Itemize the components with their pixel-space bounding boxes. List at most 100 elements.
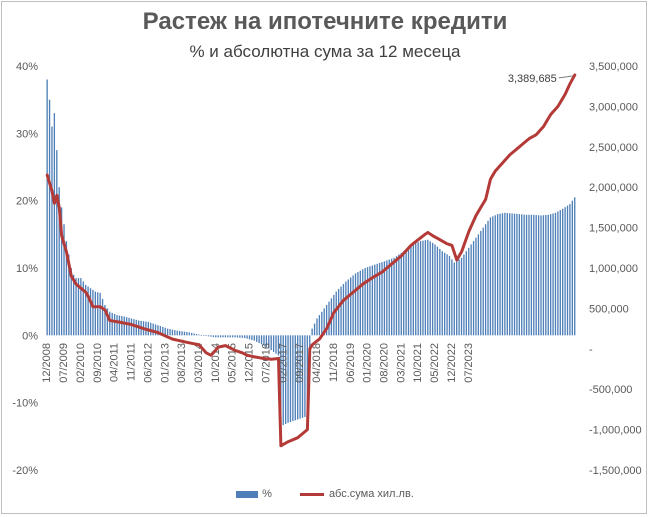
bar <box>328 301 330 336</box>
right-tick-label: 1,000,000 <box>589 263 638 275</box>
left-tick-label: -20% <box>12 465 38 477</box>
annotation: 3,389,685 <box>508 73 573 85</box>
legend-label-amount: абс.сума хил.лв. <box>328 488 414 500</box>
bar <box>337 289 340 336</box>
bar <box>106 308 109 336</box>
bar <box>513 213 516 336</box>
bar <box>263 335 265 346</box>
x-tick-label: 08/2020 <box>379 343 391 383</box>
bar <box>256 335 258 342</box>
legend-swatch-line <box>299 492 324 496</box>
bar <box>357 272 359 336</box>
bar <box>195 333 198 336</box>
right-tick-label: 3,000,000 <box>589 101 638 113</box>
bar <box>557 211 559 336</box>
bar <box>82 281 84 336</box>
bar <box>511 213 513 336</box>
bar <box>429 241 431 336</box>
x-tick-label: 12/2022 <box>446 343 458 383</box>
left-tick-label: 10% <box>16 263 38 275</box>
x-tick-label: 10/2021 <box>412 343 424 383</box>
bar <box>56 150 58 336</box>
bar <box>157 325 159 336</box>
bar <box>215 335 217 338</box>
bar <box>85 284 87 336</box>
bar <box>309 335 311 349</box>
x-tick-label: 09/2010 <box>92 343 104 383</box>
bar <box>325 305 328 336</box>
bar <box>523 214 525 336</box>
bar <box>347 279 349 336</box>
bar <box>415 243 417 336</box>
right-tick-label: -1,000,000 <box>589 425 642 437</box>
bar <box>128 317 130 336</box>
bar <box>335 291 337 336</box>
bar <box>275 335 277 354</box>
bar <box>287 335 289 423</box>
bar <box>222 335 224 338</box>
bar <box>154 324 157 336</box>
bar <box>207 335 210 337</box>
bar <box>94 291 96 336</box>
bar <box>542 215 545 336</box>
bar <box>270 335 272 351</box>
bar <box>198 334 200 336</box>
bar <box>369 266 371 336</box>
bar <box>371 265 374 336</box>
bar <box>412 244 414 336</box>
bar <box>311 328 313 336</box>
bar <box>258 335 260 344</box>
bar <box>294 335 296 421</box>
bar <box>504 212 506 336</box>
bar <box>289 335 292 423</box>
bar <box>236 335 239 338</box>
bar-series <box>46 79 576 427</box>
bar <box>125 317 128 336</box>
bar <box>419 241 422 336</box>
bar <box>501 213 504 336</box>
bar <box>101 298 104 336</box>
bar <box>340 286 342 336</box>
bar <box>405 249 407 336</box>
bar <box>203 335 205 336</box>
right-tick-label: -500,000 <box>589 384 632 396</box>
bar <box>176 330 178 336</box>
x-tick-label: 02/2010 <box>75 343 87 383</box>
bar <box>451 259 453 336</box>
legend: % абс.сума хил.лв. <box>0 488 650 500</box>
bar <box>99 292 101 336</box>
bar <box>48 99 51 336</box>
left-tick-label: 20% <box>16 196 38 208</box>
bar <box>484 224 487 336</box>
bar <box>133 319 135 336</box>
x-tick-label: 11/2018 <box>328 343 340 382</box>
bar <box>398 254 400 336</box>
bar <box>383 261 386 336</box>
x-tick-label: 07/2023 <box>463 343 475 383</box>
bar <box>299 335 301 419</box>
bar <box>301 335 304 418</box>
bar <box>388 259 390 336</box>
bar <box>549 214 552 336</box>
x-tick-label: 12/2008 <box>41 343 53 383</box>
bar <box>537 215 540 336</box>
bar <box>241 335 243 338</box>
bar <box>304 335 306 417</box>
bar <box>70 268 72 336</box>
legend-swatch-bar <box>236 490 259 498</box>
bar <box>159 326 162 336</box>
bar <box>292 335 294 422</box>
bar <box>533 214 535 336</box>
bar <box>272 335 275 352</box>
bar <box>92 289 94 336</box>
x-tick-label: 05/2015 <box>227 343 239 383</box>
bar <box>111 312 113 336</box>
bar <box>284 335 287 424</box>
bar <box>571 200 573 336</box>
bar <box>395 256 398 336</box>
bar <box>188 332 190 336</box>
bar <box>403 251 405 336</box>
bar <box>518 214 520 336</box>
x-tick-label: 03/2014 <box>193 343 205 383</box>
